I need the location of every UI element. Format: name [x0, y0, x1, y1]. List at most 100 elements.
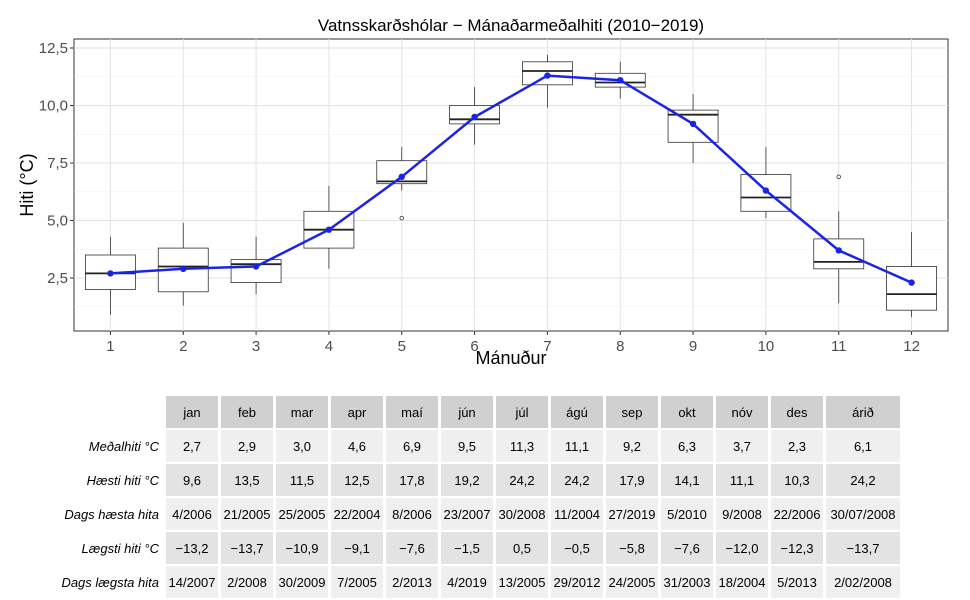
table-cell: 27/2019: [606, 498, 658, 530]
x-tick-label: 6: [470, 338, 478, 355]
table-cell: 25/2005: [276, 498, 328, 530]
y-tick-label: 10,0: [39, 98, 68, 115]
table-cell: 5/2010: [661, 498, 713, 530]
table-cell: 11/2004: [551, 498, 603, 530]
column-header: jún: [441, 396, 493, 428]
x-tick-label: 9: [689, 338, 697, 355]
x-tick-label: 12: [903, 338, 920, 355]
column-header: árið: [826, 396, 900, 428]
table-cell: 24,2: [496, 464, 548, 496]
mean-point: [908, 279, 915, 286]
column-header: des: [771, 396, 823, 428]
table-cell: 4/2019: [441, 566, 493, 598]
table-cell: 4,6: [331, 430, 383, 462]
x-axis: 1 2 3 4 5 6 7 8 9 10 11 12: [106, 331, 920, 355]
table-cell: 12,5: [331, 464, 383, 496]
row-label: Dags lægsta hita: [61, 574, 159, 590]
table-cell: 11,1: [551, 430, 603, 462]
table-cell: 9,2: [606, 430, 658, 462]
table-cell: −1,5: [441, 532, 493, 564]
table-cell: 8/2006: [386, 498, 438, 530]
table-header-row: jan feb mar apr maí jún júl ágú sep okt nóv des árið: [3, 396, 900, 428]
mean-point: [762, 187, 770, 194]
table-row: Hæsti hiti °C 9,6 13,5 11,5 12,5 17,8 19,2 24,2…: [3, 464, 900, 496]
table-cell: 17,8: [386, 464, 438, 496]
column-header: feb: [221, 396, 273, 428]
table-cell: 9,6: [166, 464, 218, 496]
table-cell: 6,9: [386, 430, 438, 462]
table-cell: −7,6: [386, 532, 438, 564]
x-axis-label: Mánuður: [475, 348, 546, 368]
table-cell: 2/2008: [221, 566, 273, 598]
table-row: Lægsti hiti °C −13,2 −13,7 −10,9 −9,1 −7,6 −1,…: [3, 532, 900, 564]
table-cell: 30/07/2008: [826, 498, 900, 530]
y-tick-label: 2,5: [47, 270, 68, 287]
mean-point: [325, 226, 333, 233]
y-axis-label: Hiti (°C): [17, 153, 37, 216]
table-cell: 2,7: [166, 430, 218, 462]
row-label: Lægsti hiti °C: [81, 540, 159, 556]
table-cell: 13,5: [221, 464, 273, 496]
column-header: júl: [496, 396, 548, 428]
table-cell: 22/2004: [331, 498, 383, 530]
box-outlier: [399, 215, 404, 221]
table-cell: 9,5: [441, 430, 493, 462]
table-cell: 19,2: [441, 464, 493, 496]
table-cell: −12,3: [771, 532, 823, 564]
mean-point: [252, 263, 260, 270]
mean-point: [471, 113, 478, 121]
table-cell: 21/2005: [221, 498, 273, 530]
y-axis: 2,5 5,0 7,5 10,0 12,5: [39, 40, 74, 287]
y-tick-label: 12,5: [39, 40, 68, 57]
climate-table: jan feb mar apr maí jún júl ágú sep okt nóv des árið…: [0, 394, 903, 600]
table-cell: 9/2008: [716, 498, 768, 530]
table-cell: −0,5: [551, 532, 603, 564]
table-corner: [3, 396, 163, 428]
table-cell: −13,7: [826, 532, 900, 564]
plot-panel: [73, 38, 949, 332]
table-cell: 22/2006: [771, 498, 823, 530]
table-cell: 24,2: [826, 464, 900, 496]
box-iqr: [230, 259, 282, 284]
table-cell: −5,8: [606, 532, 658, 564]
x-tick-label: 7: [543, 338, 551, 355]
table-cell: 5/2013: [771, 566, 823, 598]
mean-point: [107, 270, 114, 277]
table-cell: 6,3: [661, 430, 713, 462]
mean-point: [398, 173, 405, 180]
chart-title: Vatnsskarðshólar − Mánaðarmeðalhiti (201…: [318, 16, 704, 35]
mean-line-path: [110, 74, 913, 284]
x-tick-label: 2: [179, 338, 187, 355]
table-cell: 18/2004: [716, 566, 768, 598]
column-header: mar: [276, 396, 328, 428]
x-tick-label: 3: [252, 338, 260, 355]
table-cell: 0,5: [496, 532, 548, 564]
x-tick-label: 10: [758, 338, 775, 355]
table-cell: 29/2012: [551, 566, 603, 598]
table-cell: 11,3: [496, 430, 548, 462]
box-outlier: [836, 174, 841, 179]
x-tick-label: 5: [398, 338, 406, 355]
y-tick-label: 5,0: [47, 213, 68, 230]
table-cell: −12,0: [716, 532, 768, 564]
table-cell: 11,1: [716, 464, 768, 496]
column-header: nóv: [716, 396, 768, 428]
column-header: apr: [331, 396, 383, 428]
table-cell: 3,7: [716, 430, 768, 462]
mean-point: [544, 72, 551, 79]
table-cell: 3,0: [276, 430, 328, 462]
column-header: maí: [386, 396, 438, 428]
box-iqr: [376, 160, 428, 185]
table-row: Dags hæsta hita 4/2006 21/2005 25/2005 22/20…: [3, 498, 900, 530]
box-month-12: [886, 232, 937, 318]
box-iqr: [813, 238, 865, 270]
table-cell: −9,1: [331, 532, 383, 564]
row-label: Dags hæsta hita: [64, 506, 159, 522]
mean-line: [107, 72, 915, 286]
table-cell: 30/2008: [496, 498, 548, 530]
table-cell: 24/2005: [606, 566, 658, 598]
row-label: Meðalhiti °C: [88, 438, 159, 454]
x-tick-label: 8: [616, 338, 624, 355]
table-cell: −10,9: [276, 532, 328, 564]
column-header: ágú: [551, 396, 603, 428]
